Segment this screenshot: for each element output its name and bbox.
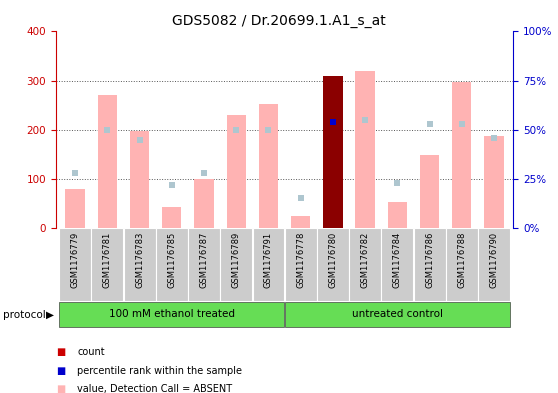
Bar bbox=[355, 71, 375, 228]
Bar bbox=[323, 75, 343, 228]
Bar bbox=[194, 179, 214, 228]
Bar bbox=[285, 302, 510, 327]
Bar bbox=[59, 228, 91, 301]
Text: GSM1176779: GSM1176779 bbox=[71, 231, 80, 288]
Text: ■: ■ bbox=[56, 384, 65, 393]
Text: value, Detection Call = ABSENT: value, Detection Call = ABSENT bbox=[77, 384, 232, 393]
Bar bbox=[220, 228, 252, 301]
Bar bbox=[92, 228, 123, 301]
Text: GSM1176781: GSM1176781 bbox=[103, 231, 112, 288]
Bar bbox=[452, 82, 472, 228]
Bar bbox=[65, 189, 85, 228]
Bar bbox=[413, 228, 445, 301]
Text: ■: ■ bbox=[56, 347, 65, 357]
Bar bbox=[124, 228, 156, 301]
Text: GSM1176789: GSM1176789 bbox=[232, 231, 240, 288]
Text: GSM1176783: GSM1176783 bbox=[135, 231, 144, 288]
Bar bbox=[156, 228, 187, 301]
Bar bbox=[130, 131, 149, 228]
Text: GSM1176782: GSM1176782 bbox=[360, 231, 369, 288]
Bar bbox=[188, 228, 220, 301]
Text: ▶: ▶ bbox=[46, 310, 54, 320]
Bar bbox=[317, 228, 349, 301]
Bar bbox=[285, 228, 316, 301]
Text: GSM1176780: GSM1176780 bbox=[329, 231, 338, 288]
Bar bbox=[259, 104, 278, 228]
Bar bbox=[349, 228, 381, 301]
Text: GSM1176784: GSM1176784 bbox=[393, 231, 402, 288]
Text: protocol: protocol bbox=[3, 310, 46, 320]
Text: GSM1176785: GSM1176785 bbox=[167, 231, 176, 288]
Text: GSM1176786: GSM1176786 bbox=[425, 231, 434, 288]
Text: GSM1176790: GSM1176790 bbox=[489, 231, 498, 288]
Bar bbox=[382, 228, 413, 301]
Bar bbox=[388, 202, 407, 228]
Bar bbox=[253, 228, 285, 301]
Text: GDS5082 / Dr.20699.1.A1_s_at: GDS5082 / Dr.20699.1.A1_s_at bbox=[172, 14, 386, 28]
Text: GSM1176787: GSM1176787 bbox=[200, 231, 209, 288]
Text: GSM1176788: GSM1176788 bbox=[458, 231, 466, 288]
Bar bbox=[227, 115, 246, 228]
Bar bbox=[478, 228, 510, 301]
Text: ■: ■ bbox=[56, 365, 65, 376]
Bar bbox=[484, 136, 504, 228]
Bar bbox=[162, 207, 181, 228]
Text: untreated control: untreated control bbox=[352, 309, 443, 320]
Text: 100 mM ethanol treated: 100 mM ethanol treated bbox=[109, 309, 235, 320]
Text: GSM1176791: GSM1176791 bbox=[264, 231, 273, 288]
Bar bbox=[59, 302, 285, 327]
Text: count: count bbox=[77, 347, 105, 357]
Bar bbox=[291, 216, 310, 228]
Text: GSM1176778: GSM1176778 bbox=[296, 231, 305, 288]
Text: percentile rank within the sample: percentile rank within the sample bbox=[77, 365, 242, 376]
Bar bbox=[98, 95, 117, 228]
Bar bbox=[446, 228, 478, 301]
Bar bbox=[420, 155, 439, 228]
